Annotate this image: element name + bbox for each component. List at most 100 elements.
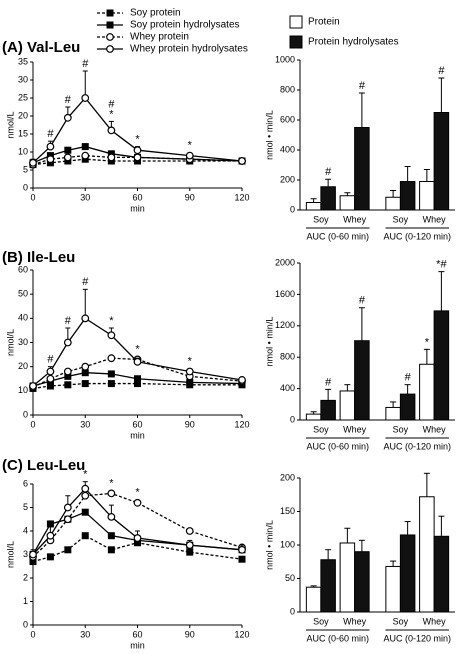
marker	[107, 126, 116, 135]
y-tick-label: 30	[18, 337, 28, 347]
y-tick-label: 50	[18, 289, 28, 299]
x-tick-label: Whey	[343, 214, 367, 224]
x-axis-label: min	[130, 640, 145, 650]
bar	[305, 586, 322, 613]
marker	[64, 146, 72, 154]
marker	[107, 331, 116, 340]
x-tick-label: Soy	[313, 214, 329, 224]
marker	[186, 378, 194, 386]
bar	[385, 565, 401, 613]
marker	[81, 508, 89, 516]
y-axis-label: nmol/L	[5, 541, 15, 568]
marker	[106, 9, 114, 17]
marker	[107, 532, 115, 540]
y-tick-label: 3	[23, 549, 28, 559]
bar	[339, 542, 356, 613]
marker	[185, 151, 194, 160]
y-axis-label: nmol/L	[5, 329, 15, 356]
marker	[63, 503, 72, 512]
bar	[305, 413, 322, 421]
x-tick-label: 30	[80, 192, 90, 202]
panel-title: (A) Val-Leu	[2, 39, 80, 56]
y-tick-label: 4	[23, 525, 28, 535]
x-tick-label: 120	[234, 419, 249, 429]
marker	[81, 143, 89, 151]
marker	[63, 113, 72, 122]
x-tick-label: 60	[132, 629, 142, 639]
marker	[46, 367, 55, 376]
y-tick-label: 600	[280, 114, 295, 124]
marker	[134, 375, 141, 383]
annotation: #	[359, 295, 366, 307]
x-tick-label: Soy	[393, 424, 409, 434]
marker	[63, 515, 72, 524]
y-tick-label: 400	[280, 383, 295, 393]
y-tick-label: 1200	[275, 320, 295, 330]
marker	[238, 545, 246, 554]
x-tick-label: 30	[80, 419, 90, 429]
x-tick-label: 90	[185, 192, 195, 202]
marker	[107, 546, 115, 554]
y-tick-label: 0	[23, 409, 28, 419]
y-tick-label: 50	[285, 573, 295, 583]
legend-label: Whey protein	[130, 32, 189, 43]
x-tick-label: 90	[185, 629, 195, 639]
x-tick-label: 120	[234, 629, 249, 639]
y-tick-label: 400	[280, 144, 295, 154]
y-axis-label: nmol • min/L	[264, 520, 274, 570]
bar	[399, 181, 416, 211]
annotation: #	[82, 58, 89, 70]
x-tick-label: 0	[30, 419, 35, 429]
marker	[238, 555, 246, 563]
y-tick-label: 800	[280, 84, 295, 94]
annotation: *	[109, 477, 114, 489]
y-tick-label: 60	[18, 264, 28, 274]
group-label: AUC (0-120 min)	[383, 441, 451, 451]
marker	[133, 146, 142, 155]
x-tick-label: Soy	[313, 424, 329, 434]
annotation: #	[65, 315, 72, 327]
panel-title: (B) Ile-Leu	[2, 249, 75, 266]
x-tick-label: Whey	[423, 214, 447, 224]
x-tick-label: 0	[30, 629, 35, 639]
annotation: #	[65, 94, 72, 106]
marker	[63, 153, 72, 162]
group-label: AUC (0-60 min)	[306, 441, 369, 451]
y-tick-label: 30	[18, 74, 28, 84]
marker	[133, 498, 142, 507]
marker	[46, 531, 55, 540]
legend-label: Protein	[308, 17, 340, 28]
x-tick-label: Soy	[393, 616, 409, 626]
group-label: AUC (0-120 min)	[383, 633, 451, 643]
x-tick-label: Whey	[423, 616, 447, 626]
y-tick-label: 20	[18, 361, 28, 371]
x-tick-label: Whey	[423, 424, 447, 434]
marker	[81, 532, 89, 540]
x-tick-label: 0	[30, 192, 35, 202]
group-label: AUC (0-60 min)	[306, 633, 369, 643]
marker	[106, 21, 114, 29]
annotation: *	[109, 315, 114, 327]
bar	[419, 496, 435, 613]
bar	[399, 393, 416, 421]
annotation: *	[135, 343, 140, 355]
annotation: *	[135, 134, 140, 146]
marker	[81, 484, 90, 493]
panel-title: (C) Leu-Leu	[2, 457, 85, 474]
annotation: *	[109, 108, 114, 120]
x-axis-label: min	[130, 430, 145, 440]
legend-label: Soy protein	[130, 8, 181, 19]
y-tick-label: 25	[18, 92, 28, 102]
y-tick-label: 150	[280, 506, 295, 516]
marker	[81, 94, 90, 102]
annotation: *#	[436, 259, 447, 271]
marker	[238, 376, 246, 384]
marker	[46, 553, 54, 561]
annotation: #	[359, 80, 366, 92]
annotation: #	[405, 372, 412, 384]
marker	[107, 380, 115, 388]
x-tick-label: 60	[132, 419, 142, 429]
marker	[63, 367, 72, 376]
marker	[46, 155, 55, 164]
marker	[81, 380, 89, 388]
